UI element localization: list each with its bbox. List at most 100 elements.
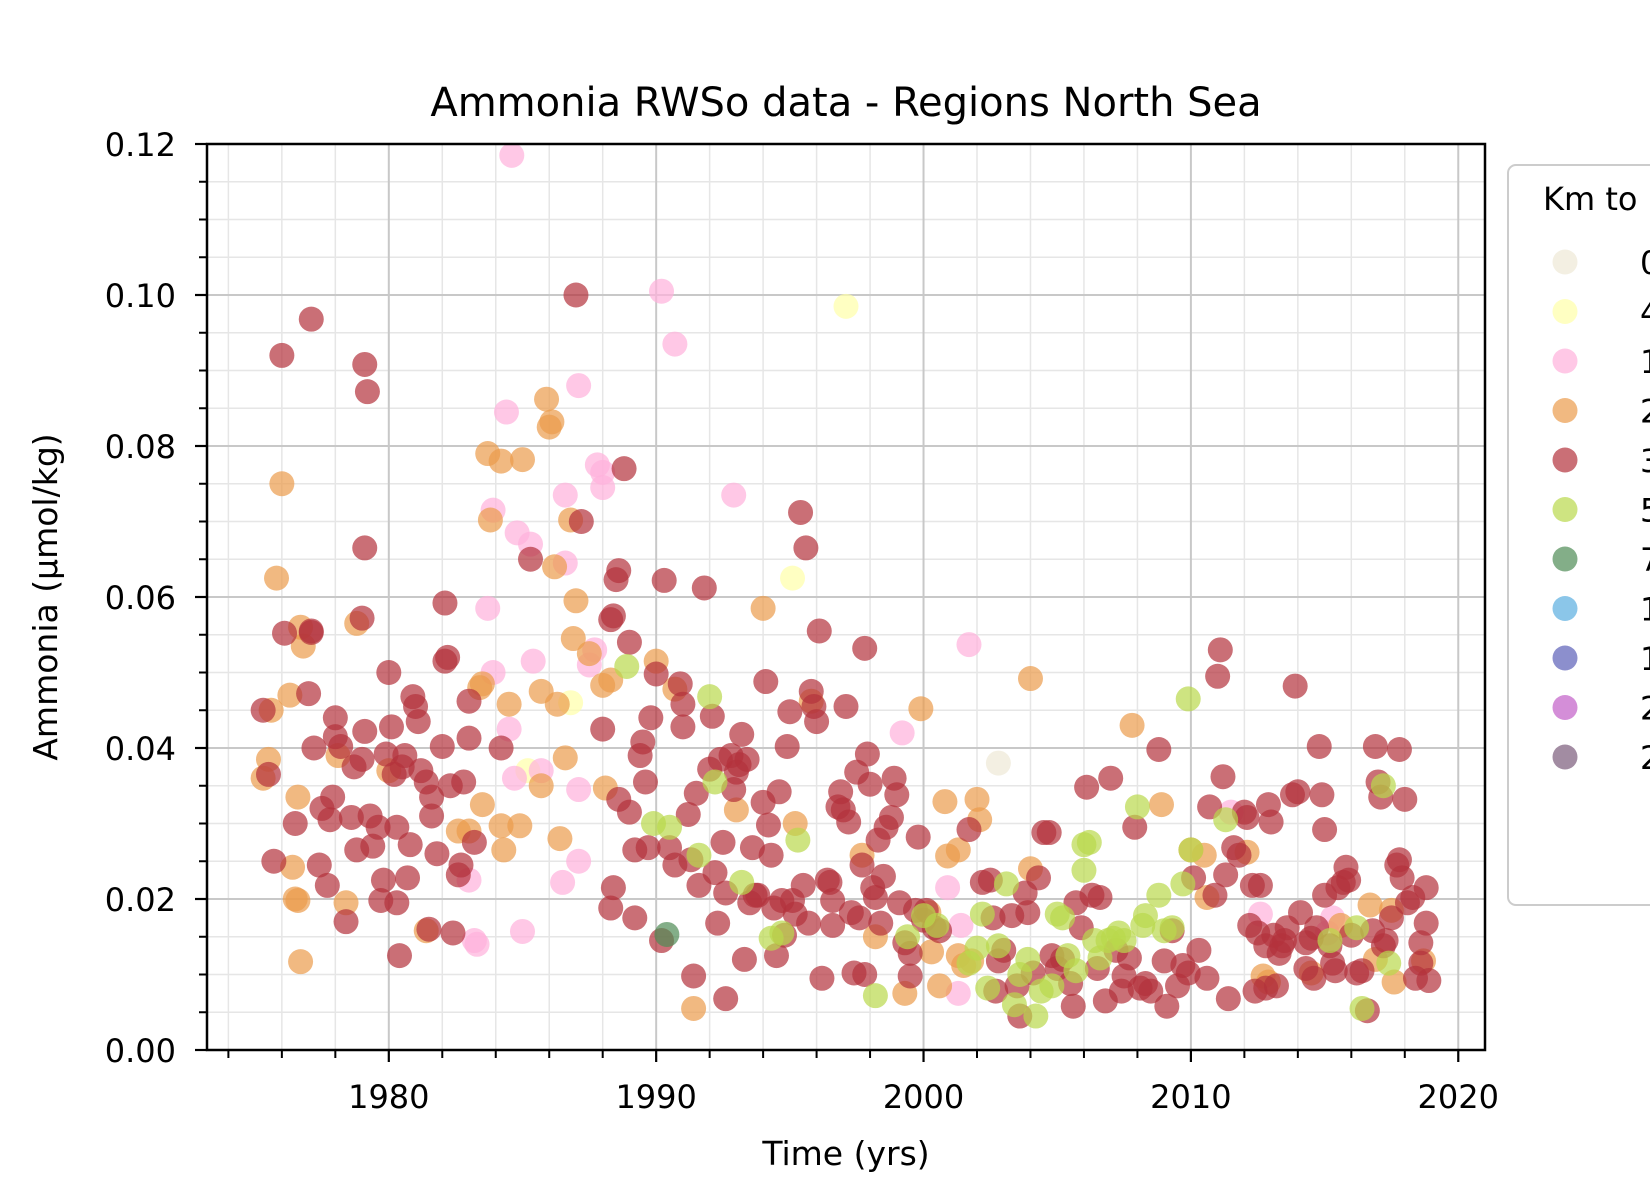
data-point-series-2 <box>333 890 359 916</box>
data-point-series-5 <box>1023 1003 1049 1029</box>
data-point-series-3 <box>416 916 442 942</box>
legend-label: 4 <box>1640 294 1650 332</box>
data-point-series-5 <box>862 983 888 1009</box>
legend-label: 5 <box>1640 492 1650 530</box>
data-point-series-2 <box>547 826 573 852</box>
legend-label: 7 <box>1640 541 1650 579</box>
data-point-series-3 <box>1036 820 1062 846</box>
data-point-series-3 <box>1282 673 1308 699</box>
data-point-series-2 <box>932 789 958 815</box>
data-point-series-3 <box>451 769 477 795</box>
data-point-series-2 <box>563 588 589 614</box>
data-point-series-2 <box>264 565 290 591</box>
data-point-series-1 <box>493 399 519 425</box>
data-point-series-2 <box>1381 969 1407 995</box>
data-point-series-3 <box>1389 865 1415 891</box>
data-point-series-5 <box>1159 915 1185 941</box>
data-point-series-3 <box>1026 865 1052 891</box>
data-point-series-1 <box>499 142 525 168</box>
data-point-series-3 <box>1288 900 1314 926</box>
chart-title: Ammonia RWSo data - Regions North Sea <box>430 80 1261 126</box>
data-point-series-3 <box>606 558 632 584</box>
data-point-series-3 <box>440 920 466 946</box>
data-point-series-3 <box>870 863 896 889</box>
data-point-series-3 <box>616 799 642 825</box>
data-point-series-1 <box>509 918 535 944</box>
data-point-series-3 <box>683 780 709 806</box>
legend-marker <box>1552 398 1578 423</box>
legend-entries: 0 4 1 2 3 5 7 1 1 2 2 <box>1552 244 1650 777</box>
legend: Km to 0 4 1 2 3 5 7 1 1 2 2 <box>1507 164 1650 906</box>
data-point-series-3 <box>1074 774 1100 800</box>
data-point-series-3 <box>846 905 872 931</box>
data-point-series-3 <box>857 771 883 797</box>
data-point-series-3 <box>635 835 661 861</box>
data-point-series-3 <box>681 963 707 989</box>
legend-title: Km to <box>1543 180 1637 218</box>
data-point-series-3 <box>878 804 904 830</box>
data-point-series-3 <box>387 943 413 969</box>
data-point-series-2 <box>469 671 495 697</box>
data-point-series-1 <box>520 648 546 674</box>
x-tick-label: 2010 <box>1150 1078 1231 1116</box>
data-point-series-3 <box>598 895 624 921</box>
data-point-series-3 <box>432 590 458 616</box>
data-point-series-3 <box>1087 884 1113 910</box>
data-point-series-4 <box>833 293 859 319</box>
data-point-series-3 <box>456 688 482 714</box>
legend-label: 1 <box>1640 343 1650 381</box>
data-point-series-3 <box>354 379 380 405</box>
data-point-series-5 <box>1076 829 1102 855</box>
data-point-series-3 <box>868 910 894 936</box>
data-point-series-3 <box>1122 814 1148 840</box>
data-point-series-3 <box>1138 978 1164 1004</box>
data-point-series-5 <box>1050 905 1076 931</box>
data-point-series-3 <box>272 620 298 646</box>
data-point-series-3 <box>675 801 701 827</box>
data-point-series-3 <box>419 784 445 810</box>
data-point-series-3 <box>365 814 391 840</box>
data-point-series-3 <box>1226 842 1252 868</box>
data-point-series-3 <box>1202 882 1228 908</box>
data-point-series-5 <box>686 842 712 868</box>
data-point-series-3 <box>1306 733 1332 759</box>
data-point-series-1 <box>956 632 982 658</box>
data-point-series-3 <box>1263 973 1289 999</box>
data-point-series-3 <box>1146 737 1172 763</box>
data-point-series-3 <box>897 963 923 989</box>
data-point-series-3 <box>376 660 402 685</box>
data-point-series-3 <box>488 735 514 761</box>
legend-label: 2 <box>1640 739 1650 777</box>
data-point-series-3 <box>956 817 982 843</box>
data-point-series-3 <box>1154 993 1180 1019</box>
data-point-series-3 <box>670 714 696 740</box>
data-point-series-2 <box>509 447 535 473</box>
data-point-series-2 <box>277 682 303 708</box>
data-point-series-1 <box>566 777 592 803</box>
data-point-series-2 <box>945 837 971 863</box>
data-point-series-3 <box>320 784 346 810</box>
legend-label: 1 <box>1640 640 1650 678</box>
data-point-series-3 <box>804 709 830 735</box>
data-point-series-3 <box>796 910 822 936</box>
data-point-series-5 <box>702 769 728 795</box>
y-tick-label: 0.02 <box>105 881 176 919</box>
data-point-series-3 <box>820 888 846 914</box>
data-point-series-3 <box>322 705 348 731</box>
data-point-series-3 <box>419 803 445 829</box>
data-point-series-1 <box>935 875 961 901</box>
data-point-series-3 <box>705 910 731 936</box>
data-point-series-1 <box>552 482 578 508</box>
data-point-series-3 <box>1213 862 1239 888</box>
data-point-series-5 <box>1071 857 1097 883</box>
data-point-series-3 <box>793 535 819 561</box>
data-points <box>250 142 1442 1029</box>
data-point-series-3 <box>1312 817 1338 843</box>
data-point-series-3 <box>667 671 693 697</box>
data-point-series-3 <box>713 986 739 1012</box>
data-point-series-3 <box>753 669 779 695</box>
axis-ticks <box>195 142 1460 1062</box>
data-point-series-5 <box>1146 882 1172 908</box>
data-point-series-3 <box>691 575 717 601</box>
data-point-series-4 <box>780 565 806 591</box>
